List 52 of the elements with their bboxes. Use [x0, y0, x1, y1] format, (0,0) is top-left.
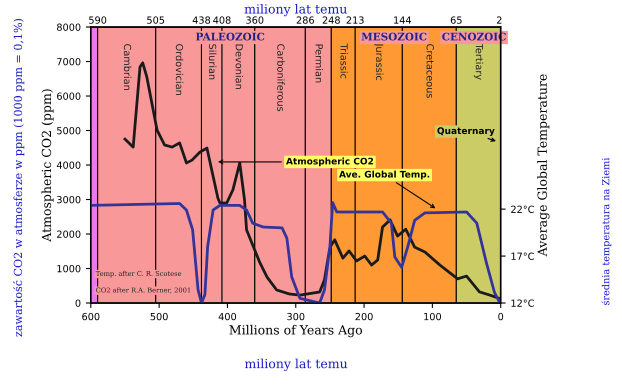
x-tick-label: 400 — [218, 312, 236, 320]
x-axis-title: Millions of Years Ago — [229, 324, 362, 338]
x-tick-label: 0 — [498, 312, 504, 320]
x2-tick-label: 65 — [450, 16, 462, 24]
y-tick-label: 8000 — [57, 24, 80, 31]
band-label: Devonian — [236, 44, 244, 89]
x2-tick-label: 213 — [346, 16, 364, 24]
y-axis-title: Atmospheric CO2 (ppm) — [41, 89, 54, 242]
y-tick-label: 2000 — [57, 230, 80, 238]
y-tick-label: 1000 — [57, 264, 80, 272]
y2-tick-label: 22°C — [511, 206, 534, 213]
y-tick-label: 5000 — [57, 126, 80, 134]
annotation: Atmospheric CO2 — [286, 158, 374, 166]
x2-axis-title: miliony lat temu — [244, 4, 347, 16]
band-label: Cretaceous — [426, 44, 434, 98]
y2-tick-label: 17°C — [512, 252, 534, 260]
text: średnia temperatura na Ziemi — [602, 158, 612, 306]
x-tick-label: 300 — [287, 312, 304, 320]
band-label: Triassic — [340, 44, 348, 78]
x-tick-label: 100 — [424, 312, 442, 320]
band-label: Ordovician — [176, 44, 184, 95]
y-tick-label: 7000 — [57, 58, 80, 66]
x2-tick-label: 590 — [89, 16, 106, 24]
x-tick-label: 500 — [150, 312, 168, 320]
band-label: Permian — [315, 44, 324, 82]
y-tick-label: 3000 — [57, 196, 80, 204]
x2-tick-label: 144 — [394, 16, 412, 24]
x2-tick-label: 438 — [192, 16, 210, 24]
x2-tick-label: 408 — [213, 16, 231, 24]
band-label: Cambrian — [124, 44, 132, 90]
x2-tick-label: 248 — [322, 16, 340, 24]
x2-tick-label: 505 — [147, 16, 164, 24]
annotation: MESOZOIC — [362, 32, 427, 41]
y2-axis-title: Average Global Temperature — [537, 74, 550, 256]
band-label: Silurian — [208, 44, 216, 80]
band-label: Tertiary — [474, 44, 484, 80]
band-label: Jurassic — [374, 43, 384, 80]
x2-tick-label: 2 — [496, 16, 502, 24]
y-tick-label: 4000 — [56, 161, 80, 169]
x-tick-label: 600 — [82, 312, 100, 320]
y-tick-label: 6000 — [57, 92, 80, 100]
text: zawartość CO2 w atmosferze w ppm (1000 ppm = 0,1%) — [13, 18, 24, 337]
annotation: Quaternary — [437, 127, 495, 136]
annotation: PALEOZOIC — [196, 32, 264, 41]
x-tick-label: 200 — [356, 312, 373, 320]
x2-tick-label: 286 — [296, 16, 314, 24]
band-label: Carboniferous — [277, 44, 285, 112]
text: miliony lat temu — [244, 358, 348, 371]
y2-tick-label: 12°C — [512, 299, 534, 307]
y-tick-label: 0 — [76, 299, 80, 307]
x2-tick-label: 360 — [246, 16, 264, 24]
annotation: Ave. Global Temp. — [339, 170, 430, 180]
